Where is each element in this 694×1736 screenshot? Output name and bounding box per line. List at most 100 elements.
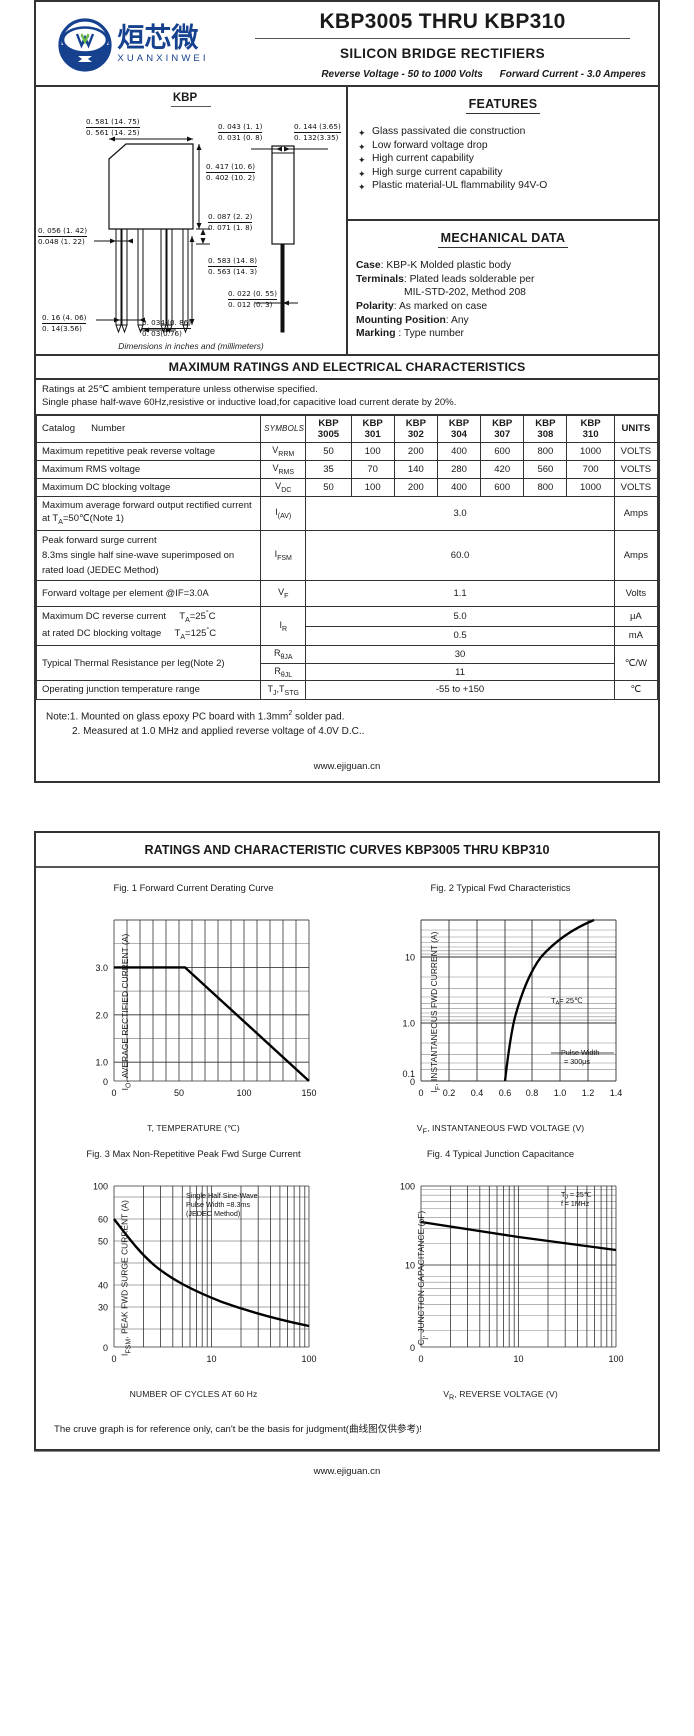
chart-fig3: Fig. 3 Max Non-Repetitive Peak Fwd Surge… [40,1140,347,1406]
row-label: Typical Thermal Resistance per leg(Note … [35,644,262,682]
svg-text:TJ = 25℃: TJ = 25℃ [561,1192,592,1201]
table-row: Operating junction temperature range TJ,… [35,680,659,700]
row-unit: μA [613,606,659,627]
cell: 800 [523,477,568,498]
header-part-1: KBP 301 [350,414,395,443]
fig1-plot: IO, AVERAGE RECTIFIED CURRENT (A) [42,905,345,1120]
cell: 1000 [566,441,615,461]
cell: 700 [566,459,615,479]
dim-lead-length: 0. 583 (14. 8) 0. 563 (14. 3) [208,256,258,276]
package-drawing-panel: KBP [36,87,348,354]
fig1-title: Fig. 1 Forward Current Derating Curve [113,881,274,893]
list-item: Marking : Type number [356,328,464,340]
svg-text:3.0: 3.0 [95,963,108,973]
header-ratings-note: Reverse Voltage - 50 to 1000 Volts Forwa… [237,69,648,80]
row-unit: ℃ [613,680,659,700]
logo-english-name: XUANXINWEI [117,53,209,65]
page-header: X 烜芯微 XUANXINWEI KBP3005 THRU KBP310 [36,2,658,87]
cell-span: 30 [305,644,615,664]
fig1-y-label: IO, AVERAGE RECTIFIED CURRENT (A) [120,933,133,1091]
table-row: Maximum DC blocking voltage VDC 50 100 2… [35,477,659,498]
header-part-3: KBP 304 [436,414,482,443]
svg-text:0.8: 0.8 [525,1088,538,1098]
cell: 100 [350,477,395,498]
bullet-icon: ✦ [358,155,366,166]
cell: 50 [305,477,352,498]
row-symbol: TJ,TSTG [260,680,307,700]
svg-text:1.4: 1.4 [609,1088,622,1098]
list-item: MIL-STD-202, Method 208 [404,287,526,299]
fig2-annotation-temp: TA= 25℃ [551,996,583,1007]
header-units: UNITS [613,414,659,443]
cell: 560 [523,459,568,479]
row-unit: Amps [613,496,659,531]
row-label: Maximum repetitive peak reverse voltage [35,441,262,461]
row-label: Operating junction temperature range [35,680,262,700]
fig3-svg: 100 60 50 40 30 0 0 10 100 [92,1181,316,1364]
svg-text:10: 10 [513,1354,523,1364]
fig2-annotation-pulse: Pulse Width = 300μs [550,1048,614,1066]
cell: 800 [523,441,568,461]
chart-fig1: Fig. 1 Forward Current Derating Curve IO… [40,874,347,1140]
fig4-y-label: Cj, JUNCTION CAPACITANCE (pF) [415,1210,429,1346]
fig2-title: Fig. 2 Typical Fwd Characteristics [430,881,571,893]
page-title: KBP3005 THRU KBP310 [255,10,630,39]
dim-lead-pitch-inner: 0. 034 (0. 86) 0. 03(0.76) [142,318,192,338]
cell: 200 [393,477,438,498]
cell-span: 1.1 [305,580,615,608]
table-row: Typical Thermal Resistance per leg(Note … [35,644,659,682]
dim-body-width: 0. 581 (14. 75) 0. 561 (14. 25) [86,117,140,137]
cell-span: 3.0 [305,496,615,531]
fig2-plot: IF, INSTANTANEOUS FWD CURRENT (A) [349,905,652,1120]
svg-text:0: 0 [409,1077,414,1087]
svg-text:100: 100 [92,1181,107,1191]
reverse-voltage-note: Reverse Voltage - 50 to 1000 Volts [321,69,483,80]
cell: 200 [393,441,438,461]
fig3-title: Fig. 3 Max Non-Repetitive Peak Fwd Surge… [86,1147,301,1159]
fig3-plot: IFSM, PEAK FWD SURGE CURRENT (A) [42,1171,345,1386]
row-symbol: VDC [260,477,307,498]
table-row: Peak forward surge current 8.3ms single h… [35,529,659,582]
row-label: Maximum DC blocking voltage [35,477,262,498]
header-symbols: SYMBOLS [260,414,307,443]
list-item: Mounting Position: Any [356,314,469,326]
xw-logo-icon: X [58,17,113,72]
bullet-icon: ✦ [358,128,366,138]
ratings-note-2: Single phase half-wave 60Hz,resistive or… [42,396,457,408]
row-symbol: IR [260,606,307,646]
outline-svg [94,136,328,334]
dim-side-top: 0. 043 (1. 1) 0. 031 (0. 8) [218,122,263,142]
forward-current-note: Forward Current - 3.0 Amperes [499,69,646,80]
table-row: Maximum RMS voltage VRMS 35 70 140 280 4… [35,459,659,479]
svg-text:0: 0 [102,1077,107,1087]
svg-text:1.0: 1.0 [553,1088,566,1098]
fig2-y-label: IF, INSTANTANEOUS FWD CURRENT (A) [429,931,442,1093]
list-item: ✦ High surge current capability [358,166,503,179]
sheet-one: X 烜芯微 XUANXINWEI KBP3005 THRU KBP310 [34,0,660,783]
cell: 280 [436,459,482,479]
svg-text:0.2: 0.2 [442,1088,455,1098]
svg-text:100: 100 [399,1181,414,1191]
table-notes: Note:1. Mounted on glass epoxy PC board … [36,700,658,751]
logo-chinese-name: 烜芯微 [117,23,199,55]
svg-text:0: 0 [111,1354,116,1364]
svg-text:1.2: 1.2 [581,1088,594,1098]
row-label: Maximum average forward output rectified… [35,496,262,531]
cell: 400 [436,441,482,461]
svg-text:1.0: 1.0 [402,1018,415,1028]
cell: 100 [350,441,395,461]
curves-disclaimer: The cruve graph is for reference only, c… [54,1424,422,1436]
svg-text:(JEDEC Method): (JEDEC Method) [186,1209,240,1218]
header-part-6: KBP 310 [566,414,615,443]
row-symbol: VRRM [260,441,307,461]
features-block: FEATURES ✦ Glass passivated die construct… [348,87,658,221]
cell-span: 0.5 [305,625,615,646]
ratings-title: MAXIMUM RATINGS AND ELECTRICAL CHARACTER… [36,356,658,380]
mechanical-data-block: MECHANICAL DATA Case: KBP-K Molded plast… [348,221,658,354]
fig1-x-label: T, TEMPERATURE (℃) [147,1122,240,1133]
svg-text:30: 30 [97,1302,107,1312]
table-row: Maximum repetitive peak reverse voltage … [35,441,659,461]
svg-text:10: 10 [404,952,414,962]
svg-text:2.0: 2.0 [95,1010,108,1020]
footer-url: www.ejiguan.cn [313,760,381,772]
